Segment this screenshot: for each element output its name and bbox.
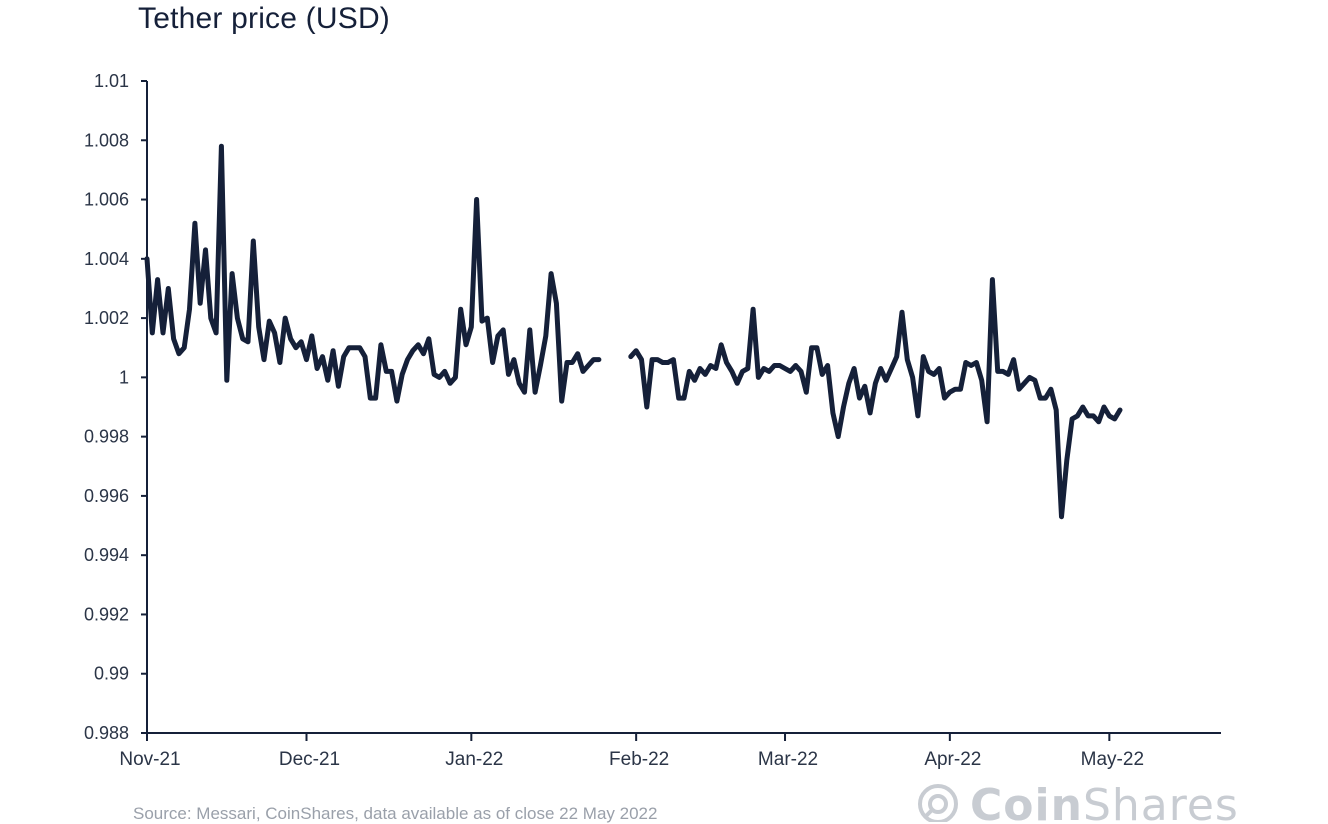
price-line-segment-1	[144, 143, 602, 404]
y-tick-label: 1.004	[84, 249, 129, 269]
plot-area	[144, 143, 1123, 520]
source-note: Source: Messari, CoinShares, data availa…	[133, 804, 658, 823]
y-tick-label: 0.994	[84, 545, 129, 565]
y-tick-label: 0.998	[84, 427, 129, 447]
y-tick-label: 1	[119, 367, 129, 387]
y-tick-label: 1.008	[84, 130, 129, 150]
y-tick-label: 1.01	[94, 71, 129, 91]
price-line-segment-2	[628, 277, 1123, 520]
brand-name: CoinShares	[970, 782, 1239, 822]
y-tick-label: 1.002	[84, 308, 129, 328]
y-tick-label: 0.996	[84, 486, 129, 506]
y-tick-label: 0.992	[84, 604, 129, 624]
x-tick-label: Jan-22	[445, 749, 503, 770]
x-tick-label: Dec-21	[279, 749, 340, 770]
brand-name-light: Shares	[1082, 782, 1239, 822]
chart-title: Tether price (USD)	[138, 2, 390, 35]
brand-logo: CoinShares	[916, 782, 1239, 822]
y-tick-label: 0.99	[94, 664, 129, 684]
y-tick-label: 0.988	[84, 723, 129, 743]
x-tick-label: Nov-21	[119, 749, 180, 770]
x-tick-label: Feb-22	[609, 749, 669, 770]
x-tick-label: May-22	[1081, 749, 1144, 770]
x-axis: Nov-21 Dec-21 Jan-22 Feb-22 Mar-22 Apr-22 May-…	[119, 732, 1221, 770]
x-tick-label: Mar-22	[758, 749, 818, 770]
y-axis: 1.01 1.008 1.006 1.004 1.002 1 0.998 0.996 0.994…	[84, 71, 148, 743]
x-tick-label: Apr-22	[924, 749, 981, 770]
coinshares-logo-icon	[918, 784, 958, 822]
brand-name-bold: Coin	[970, 782, 1083, 822]
y-tick-label: 1.006	[84, 190, 129, 210]
